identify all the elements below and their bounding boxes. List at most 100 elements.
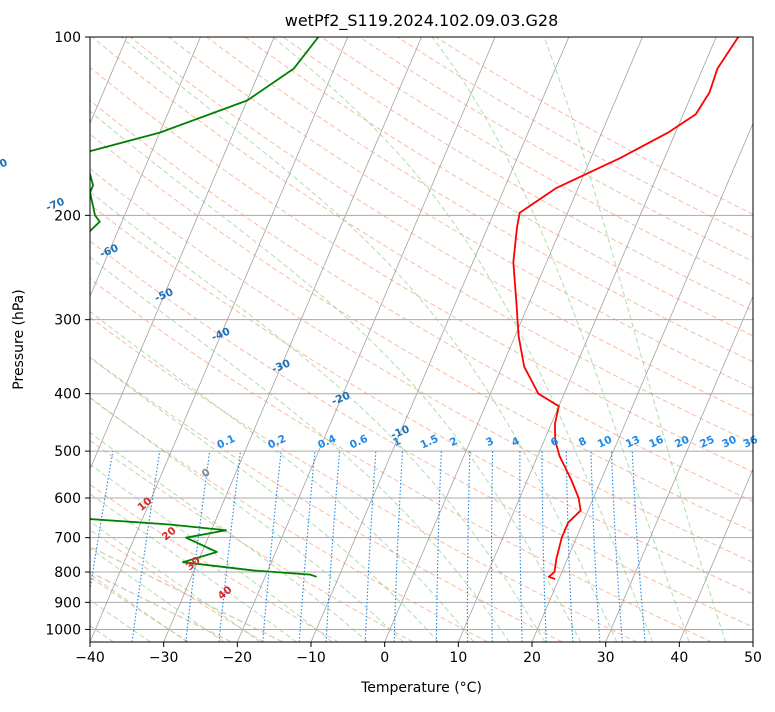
mixing-ratio-line — [541, 451, 547, 642]
moist-adiabat-line — [90, 110, 582, 642]
mixing-ratio-line — [364, 451, 377, 642]
mixing-ratio-line — [325, 451, 341, 642]
dry-adiabat-line — [90, 203, 753, 595]
y-tick-label: 500 — [54, 444, 81, 460]
dry-adiabat-line — [90, 66, 753, 473]
dry-adiabat-line — [90, 529, 264, 642]
x-tick-label: 20 — [523, 650, 541, 666]
dry-adiabat-line — [90, 240, 753, 628]
mixing-ratio-line — [218, 451, 242, 642]
y-tick-label: 300 — [54, 313, 81, 329]
moist-adiabat-line — [431, 37, 690, 642]
x-axis-label: Temperature (°C) — [360, 680, 482, 696]
mixing-ratio-label: 2 — [448, 435, 460, 449]
x-tick-label: 10 — [449, 650, 467, 666]
mixing-ratio-label: 25 — [698, 434, 716, 451]
y-axis-ticks: 1000 900 800 700 600 500 400 300 200 100 — [45, 30, 90, 638]
mixing-ratio-label: 30 — [720, 434, 738, 451]
moist-adiabat-line — [272, 37, 654, 642]
dry-adiabat-line — [359, 37, 753, 262]
y-tick-label: 600 — [54, 491, 81, 507]
y-tick-label: 900 — [54, 595, 81, 611]
plot-frame — [89, 36, 754, 643]
dry-adiabat-line — [90, 168, 753, 563]
isotherm-line — [90, 37, 201, 298]
y-tick-label: 200 — [54, 208, 81, 224]
moist-adiabat-line — [543, 37, 727, 642]
mixing-ratio-line — [185, 451, 211, 642]
x-tick-label: 50 — [744, 650, 762, 666]
mixing-ratio-line — [491, 451, 494, 642]
dry-adiabat-line — [90, 278, 712, 642]
mixing-ratio-line — [131, 451, 161, 642]
dry-adiabat-line — [90, 483, 339, 642]
moist-adiabat-line — [90, 493, 297, 642]
dry-adiabat-line — [244, 37, 753, 337]
x-tick-label: 0 — [380, 650, 389, 666]
x-axis-ticks: −40 −30 −20 −10 0 10 20 30 40 50 — [75, 642, 762, 666]
isotherm-line — [384, 37, 643, 642]
dry-adiabat-line — [320, 37, 753, 287]
moist-adiabat-line — [90, 547, 225, 642]
mixing-ratio-label: 1 — [391, 435, 403, 449]
isotherm-line — [605, 295, 753, 642]
moist-adiabat-line — [90, 357, 439, 642]
mixing-ratio-line — [590, 451, 601, 642]
chart-title: wetPf2_S119.2024.102.09.03.G28 — [285, 11, 559, 31]
mixing-ratio-line — [262, 451, 282, 642]
mixing-ratio-label: 20 — [673, 434, 691, 451]
mixing-ratio-label: 3 — [484, 435, 496, 449]
x-tick-label: −40 — [75, 650, 105, 666]
moist-adiabat-line — [90, 431, 369, 642]
y-tick-label: 800 — [54, 565, 81, 581]
moist-adiabat-line — [90, 520, 261, 642]
x-tick-label: 30 — [597, 650, 615, 666]
y-axis-label: Pressure (hPa) — [11, 289, 27, 389]
mixing-ratio-line — [610, 451, 623, 642]
mixing-ratio-label: 16 — [647, 434, 665, 451]
background-lines — [90, 37, 753, 642]
x-tick-label: −30 — [149, 650, 179, 666]
mixing-ratio-label: 8 — [577, 435, 589, 449]
x-tick-label: −20 — [223, 650, 253, 666]
mixing-ratio-line — [565, 451, 574, 642]
dewpoint-line — [90, 37, 320, 578]
mixing-ratio-label: 10 — [596, 434, 614, 451]
moist-adiabat-line — [120, 37, 618, 642]
y-tick-label: 100 — [54, 30, 81, 46]
mixing-ratio-label: 4 — [510, 435, 522, 449]
moist-adiabat-line — [90, 191, 546, 642]
mixing-ratio-line — [393, 451, 404, 642]
mixing-ratio-label: 13 — [624, 434, 642, 451]
isotherm-line — [90, 37, 349, 642]
isotherm-line — [310, 37, 570, 642]
mixing-ratio-line — [298, 451, 316, 642]
dry-adiabat-line — [130, 37, 753, 417]
mixing-ratio-label: 6 — [549, 435, 561, 449]
isotherm-line — [457, 37, 717, 642]
isotherm-label: -80 — [0, 157, 9, 175]
temperature-line — [512, 37, 740, 580]
dry-adiabat-line — [90, 133, 753, 533]
mixing-ratio-label: 36 — [742, 434, 760, 451]
mixing-ratio-line — [631, 451, 646, 642]
x-tick-label: −10 — [296, 650, 326, 666]
y-tick-label: 1000 — [45, 622, 81, 638]
y-tick-label: 400 — [54, 387, 81, 403]
mixing-ratio-line — [519, 451, 523, 642]
data-series — [90, 37, 740, 580]
mixing-ratio-line — [466, 451, 471, 642]
isotherm-line — [678, 468, 753, 642]
isotherm-line — [90, 37, 275, 471]
isotherm-line — [236, 37, 496, 642]
dry-adiabat-line — [206, 37, 753, 363]
mixing-ratio-line — [90, 451, 114, 594]
isotherm-line — [531, 122, 753, 642]
isotherm-line — [163, 37, 422, 642]
x-tick-label: 40 — [670, 650, 688, 666]
y-tick-label: 700 — [54, 531, 81, 547]
moist-adiabat-line — [90, 256, 510, 642]
moist-adiabat-line — [90, 310, 475, 642]
